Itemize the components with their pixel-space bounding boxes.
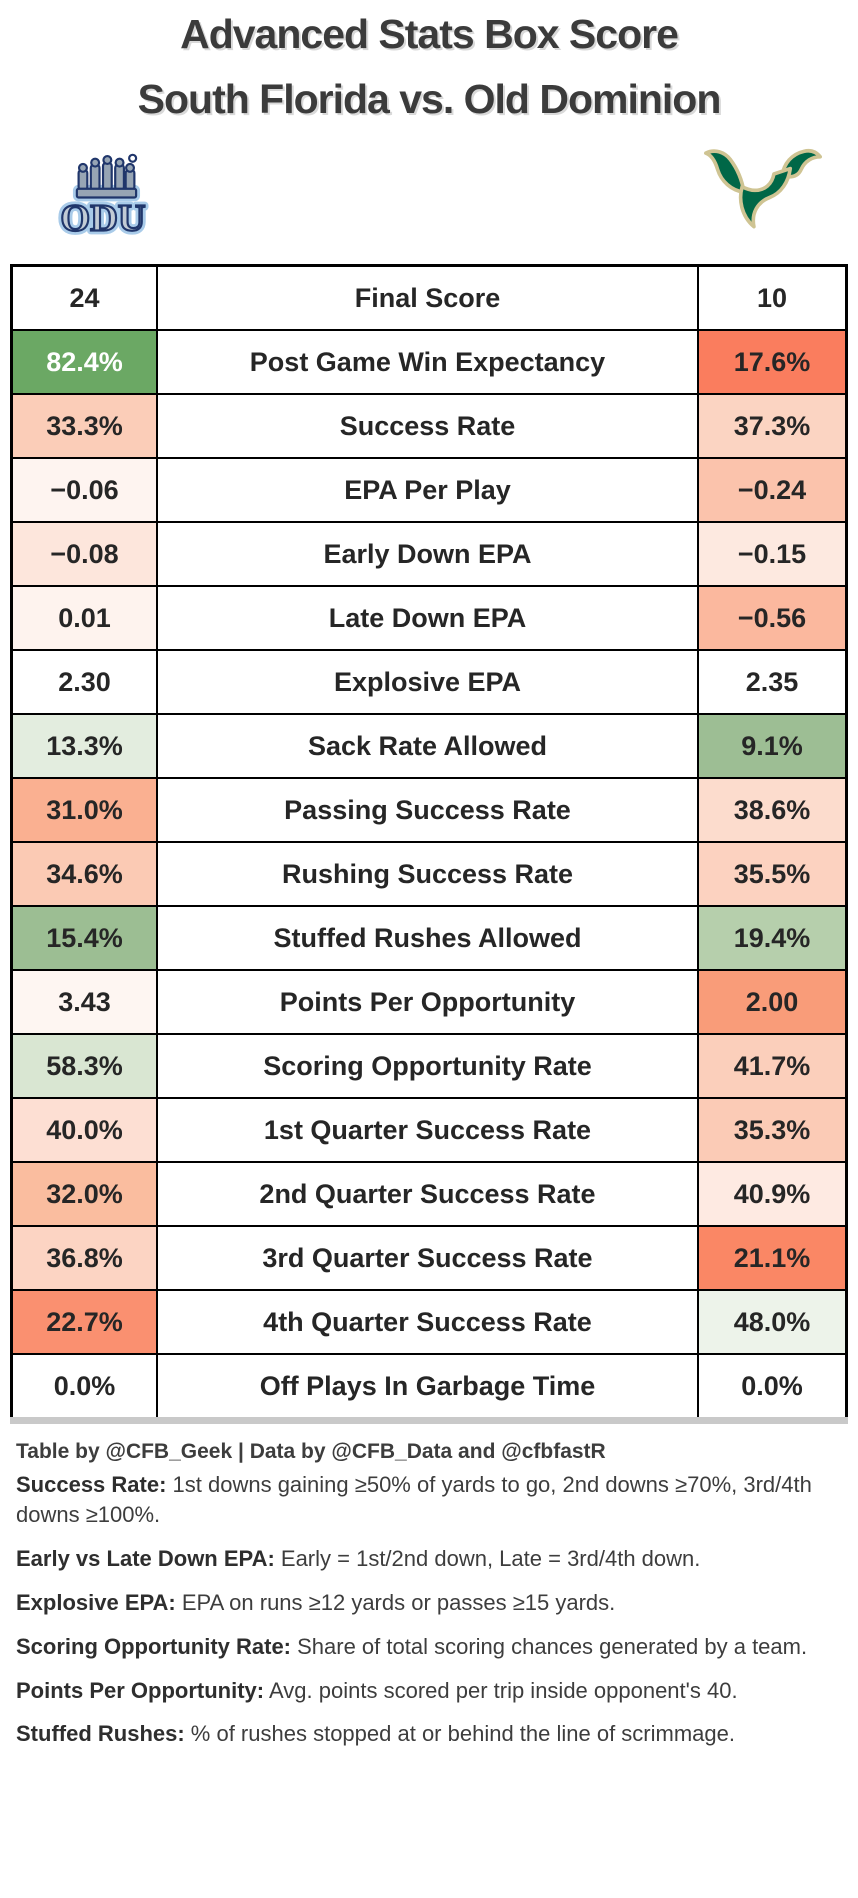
table-row: 31.0% Passing Success Rate 38.6% — [13, 777, 845, 841]
page-subtitle: South Florida vs. Old Dominion — [137, 76, 722, 122]
metric-label: 4th Quarter Success Rate — [263, 1306, 592, 1337]
metric-label: Rushing Success Rate — [281, 858, 574, 889]
metric-label: Explosive EPA — [333, 666, 522, 697]
header: Advanced Stats Box Score South Florida v… — [0, 0, 858, 120]
table-row: 22.7% 4th Quarter Success Rate 48.0% — [13, 1289, 845, 1353]
metric-label: Late Down EPA — [328, 602, 527, 633]
team-right-value: 2.00 — [697, 971, 845, 1033]
team-right-value: 0.0% — [697, 1355, 845, 1417]
metric-label: EPA Per Play — [344, 474, 511, 505]
team-right-value: 9.1% — [697, 715, 845, 777]
metric-label: Early Down EPA — [323, 538, 532, 569]
table-row: 0.0% Off Plays In Garbage Time 0.0% — [13, 1353, 845, 1417]
table-row: 2.30 Explosive EPA 2.35 — [13, 649, 845, 713]
metric-label: Off Plays In Garbage Time — [259, 1370, 596, 1401]
metric-label: Success Rate — [339, 410, 516, 441]
table-row: 36.8% 3rd Quarter Success Rate 21.1% — [13, 1225, 845, 1289]
table-row: −0.08 Early Down EPA −0.15 — [13, 521, 845, 585]
table-row: 82.4% Post Game Win Expectancy 17.6% — [13, 329, 845, 393]
team-left-value: 24 — [13, 267, 158, 329]
team-right-value: −0.24 — [697, 459, 845, 521]
metric-label: Final Score — [354, 282, 501, 313]
table-row: 32.0% 2nd Quarter Success Rate 40.9% — [13, 1161, 845, 1225]
table-row: 24 Final Score 10 — [13, 267, 845, 329]
footnote-explosive-epa: Explosive EPA: EPA on runs ≥12 yards or … — [16, 1589, 616, 1615]
team-right-value: 17.6% — [697, 331, 845, 393]
team-right-value: 41.7% — [697, 1035, 845, 1097]
team-right-value: 19.4% — [697, 907, 845, 969]
footnote-success-rate: Success Rate: 1st downs gaining ≥50% of … — [16, 1472, 812, 1527]
table-row: −0.06 EPA Per Play −0.24 — [13, 457, 845, 521]
table-row: 33.3% Success Rate 37.3% — [13, 393, 845, 457]
team-right-value: 37.3% — [697, 395, 845, 457]
odu-logo: ODU ODU — [56, 153, 150, 242]
team-right-value: 35.5% — [697, 843, 845, 905]
team-left-value: 58.3% — [13, 1035, 158, 1097]
footnote-stuffed-rushes: Stuffed Rushes: % of rushes stopped at o… — [16, 1721, 735, 1747]
table-bottom-border — [10, 1417, 848, 1424]
metric-label: 1st Quarter Success Rate — [263, 1114, 592, 1145]
table-row: 3.43 Points Per Opportunity 2.00 — [13, 969, 845, 1033]
metric-label: Post Game Win Expectancy — [249, 346, 606, 377]
team-left-value: 2.30 — [13, 651, 158, 713]
team-left-value: −0.08 — [13, 523, 158, 585]
team-left-value: 0.0% — [13, 1355, 158, 1417]
footnote-points-per-opportunity: Points Per Opportunity: Avg. points scor… — [16, 1677, 738, 1703]
footnotes: Success Rate: 1st downs gaining ≥50% of … — [16, 1470, 842, 1749]
team-left-value: −0.06 — [13, 459, 158, 521]
advanced-stats-table: 24 Final Score 10 82.4% Post Game Win Ex… — [10, 264, 848, 1417]
team-right-value: 48.0% — [697, 1291, 845, 1353]
metric-label: Sack Rate Allowed — [307, 730, 548, 761]
team-left-value: 0.01 — [13, 587, 158, 649]
footnote-scoring-opportunity: Scoring Opportunity Rate: Share of total… — [16, 1633, 808, 1659]
footnote-early-late-epa: Early vs Late Down EPA: Early = 1st/2nd … — [16, 1545, 701, 1571]
team-right-value: 10 — [697, 267, 845, 329]
team-left-value: 3.43 — [13, 971, 158, 1033]
team-left-value: 31.0% — [13, 779, 158, 841]
page-title: Advanced Stats Box Score — [180, 11, 679, 57]
team-logos-row: ODU ODU — [0, 142, 858, 246]
team-left-value: 15.4% — [13, 907, 158, 969]
team-left-value: 40.0% — [13, 1099, 158, 1161]
metric-label: 2nd Quarter Success Rate — [259, 1178, 596, 1209]
metric-label: Points Per Opportunity — [279, 986, 576, 1017]
table-row: 0.01 Late Down EPA −0.56 — [13, 585, 845, 649]
team-left-value: 33.3% — [13, 395, 158, 457]
team-right-value: 2.35 — [697, 651, 845, 713]
odu-logo-text: ODU — [60, 198, 145, 240]
team-right-value: −0.15 — [697, 523, 845, 585]
metric-label: 3rd Quarter Success Rate — [262, 1242, 593, 1273]
table-row: 58.3% Scoring Opportunity Rate 41.7% — [13, 1033, 845, 1097]
table-row: 13.3% Sack Rate Allowed 9.1% — [13, 713, 845, 777]
team-right-value: −0.56 — [697, 587, 845, 649]
team-left-value: 34.6% — [13, 843, 158, 905]
table-row: 15.4% Stuffed Rushes Allowed 19.4% — [13, 905, 845, 969]
svg-text:ODU: ODU — [60, 198, 145, 240]
team-left-value: 32.0% — [13, 1163, 158, 1225]
metric-label: Stuffed Rushes Allowed — [273, 922, 582, 953]
team-left-value: 13.3% — [13, 715, 158, 777]
team-right-value: 40.9% — [697, 1163, 845, 1225]
table-row: 40.0% 1st Quarter Success Rate 35.3% — [13, 1097, 845, 1161]
usf-logo — [704, 148, 822, 229]
team-right-value: 21.1% — [697, 1227, 845, 1289]
source-note: Table by @CFB_Geek | Data by @CFB_Data a… — [16, 1440, 606, 1463]
team-right-value: 35.3% — [697, 1099, 845, 1161]
metric-label: Scoring Opportunity Rate — [263, 1050, 592, 1081]
team-left-value: 82.4% — [13, 331, 158, 393]
table-row: 34.6% Rushing Success Rate 35.5% — [13, 841, 845, 905]
team-left-value: 36.8% — [13, 1227, 158, 1289]
metric-label: Passing Success Rate — [284, 794, 571, 825]
team-right-value: 38.6% — [697, 779, 845, 841]
team-left-value: 22.7% — [13, 1291, 158, 1353]
